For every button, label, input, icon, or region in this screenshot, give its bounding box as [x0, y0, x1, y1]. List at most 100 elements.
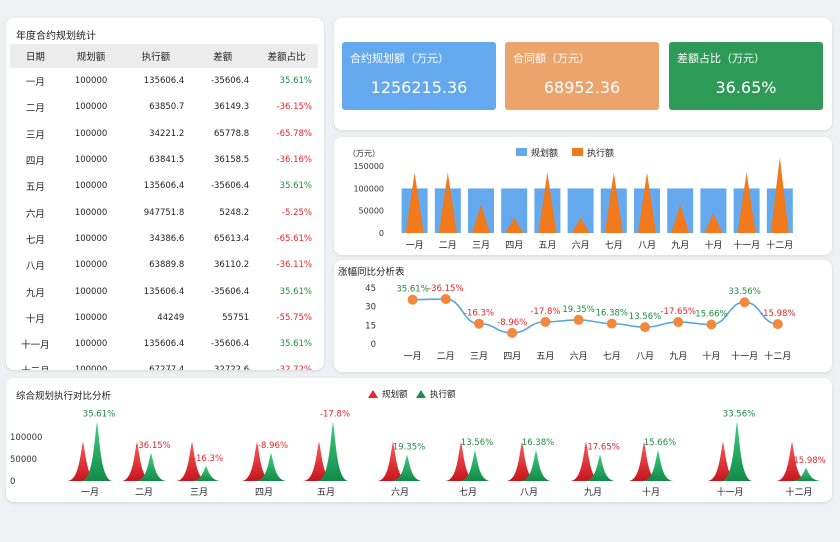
peak-exec [520, 450, 552, 481]
table-cell: 四月 [25, 156, 45, 168]
table-cell: 65778.8 [214, 128, 250, 139]
table-row: 十二月10000067277.432722.6-32.72% [10, 357, 318, 370]
table-row: 二月 100000 63850.7 36149.3 -36.15% [10, 94, 318, 120]
kpi-card: 差额占比（万元） 36.65% [669, 42, 823, 110]
table-cell: 二月 [25, 103, 45, 115]
kpi-card-value: 68952.36 [543, 78, 621, 97]
x-tick-label: 二月 [135, 487, 153, 498]
line-point [640, 322, 650, 333]
table-cell: 67277.4 [121, 357, 190, 370]
peak-exec [642, 450, 674, 481]
triangle-exec [538, 172, 557, 233]
x-tick-label: 六月 [572, 239, 590, 251]
table-header-row: 日期 规划额 执行额 差额 差额占比 [10, 44, 318, 68]
peak-exec [790, 467, 822, 481]
table-cell: -36.11% [276, 260, 312, 271]
table-row: 六月 100000 947751.8 5248.2 -5.25% [10, 199, 318, 225]
table-cell: 100000 [61, 357, 122, 370]
table-header-cell: 日期 [10, 44, 61, 68]
peak-plan [570, 441, 602, 481]
table-cell: 一月 [25, 77, 45, 89]
legend-swatch-exec [572, 148, 583, 156]
x-tick-label: 六月 [570, 350, 588, 362]
table-cell: 63889.8 [149, 260, 185, 271]
x-tick-label: 十二月 [766, 239, 793, 251]
line-point [772, 319, 783, 330]
peak-plan [707, 441, 739, 481]
table-cell: 44249 [157, 312, 185, 323]
area-data-label: 15.66% [644, 438, 676, 448]
legend-swatch-plan [516, 148, 527, 156]
y-unit-label: （万元） [348, 149, 380, 158]
area-data-label: 19.35% [393, 443, 425, 453]
x-tick-label: 十二月 [785, 486, 812, 498]
line-point [474, 318, 484, 329]
triangle-exec [737, 172, 756, 233]
x-tick-label: 十月 [704, 239, 722, 251]
peak-plan [776, 441, 808, 481]
line-data-label: -36.15% [428, 284, 463, 294]
area-data-label: 13.56% [461, 438, 493, 448]
line-chart-title: 涨幅同比分析表 [338, 266, 405, 278]
table-cell: 36149.3 [214, 102, 250, 113]
plan-exec-bar-chart: （万元） 规划额 执行额 150000 100000 50000 0 一月 二月 三月 四月 五月 六月… [348, 147, 793, 251]
table-cell: 35.61% [279, 286, 312, 297]
x-tick-label: 八月 [638, 240, 656, 251]
line-point [507, 327, 518, 338]
y-tick-label: 100000 [353, 184, 384, 193]
peak-exec [81, 421, 113, 481]
x-tick-label: 四月 [255, 487, 273, 498]
table-row: 十一月 100000 135606.4 -35606.4 35.61% [10, 331, 318, 357]
table-cell: 100000 [74, 286, 108, 297]
x-tick-label: 六月 [391, 486, 409, 498]
area-data-label: -15.98% [790, 456, 825, 466]
table-cell: 135606.4 [143, 181, 185, 192]
y-tick-label: 0 [10, 477, 15, 487]
x-tick-label: 三月 [190, 487, 208, 498]
table-cell: 100000 [74, 260, 108, 271]
x-tick-label: 十一月 [733, 239, 760, 251]
table-cell: 5248.2 [219, 207, 250, 218]
x-tick-label: 二月 [439, 240, 457, 251]
table-cell: 65613.4 [214, 233, 250, 244]
area-data-label: 16.38% [522, 438, 554, 448]
y-tick-label: 45 [365, 284, 376, 294]
area-data-label: 33.56% [723, 409, 755, 419]
table-cell: 100000 [74, 128, 108, 139]
table-header-cell: 差额 [190, 44, 256, 68]
table-cell: 100000 [74, 339, 108, 350]
triangle-exec [770, 157, 789, 233]
table-cell: 九月 [25, 287, 45, 299]
table-cell: -35606.4 [210, 181, 250, 192]
triangle-exec [638, 172, 656, 233]
table-title: 年度合约规划统计 [16, 31, 96, 42]
table-cell: 八月 [25, 261, 45, 273]
table-cell: 36158.5 [214, 155, 250, 166]
x-tick-label: 七月 [459, 487, 477, 498]
kpi-card-value: 1256215.36 [370, 78, 468, 97]
table-cell: 34386.6 [149, 233, 185, 244]
triangle-exec [604, 172, 623, 233]
table-header-cell: 差额占比 [255, 44, 318, 68]
line-data-label: -8.96% [497, 318, 527, 328]
triangle-exec [571, 217, 590, 233]
legend-marker-exec [416, 390, 426, 398]
peak-exec [190, 465, 222, 481]
table-cell: 35.61% [279, 76, 312, 87]
peak-plan [241, 441, 273, 481]
line-data-label: 35.61% [396, 285, 428, 295]
table-row: 十月 100000 44249 55751 -55.75% [10, 305, 318, 331]
table-cell: -36.15% [276, 102, 312, 113]
line-data-label: -17.8% [530, 307, 560, 317]
table-row: 五月 100000 135606.4 -35606.4 35.61% [10, 173, 318, 199]
kpi-card-title: 差额占比（万元） [677, 52, 765, 65]
table-cell: 100000 [74, 76, 108, 87]
table-cell: 32722.6 [190, 357, 255, 370]
peak-plan [121, 441, 153, 481]
x-tick-label: 七月 [605, 240, 623, 251]
table-cell: 135606.4 [143, 76, 185, 87]
y-tick-label: 0 [371, 340, 376, 350]
peak-plan [176, 441, 208, 481]
line-point [606, 318, 617, 329]
x-tick-label: 九月 [584, 487, 602, 498]
